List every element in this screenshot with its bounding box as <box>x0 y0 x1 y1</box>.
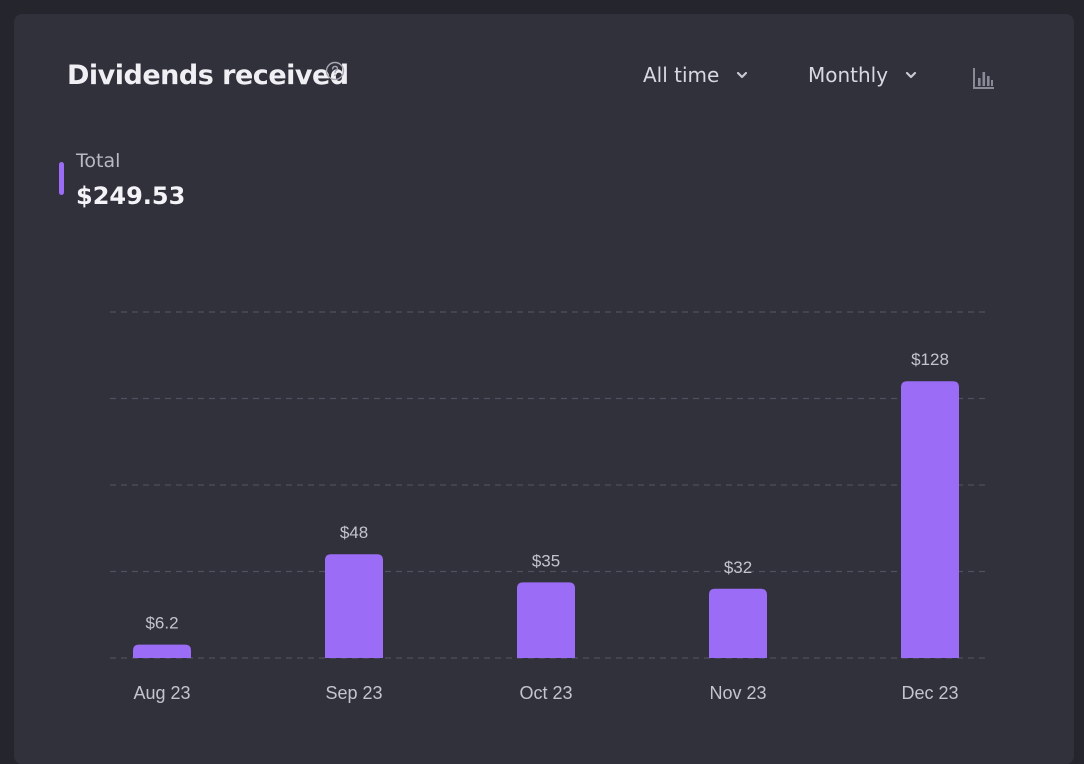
frequency-dropdown-label: Monthly <box>808 63 889 87</box>
bar-chart-icon[interactable] <box>972 66 996 90</box>
bar-value-label: $35 <box>532 551 560 570</box>
legend-total-value: $249.53 <box>76 182 186 210</box>
frequency-dropdown[interactable]: Monthly <box>808 63 918 87</box>
x-tick-label: Oct 23 <box>519 683 572 703</box>
x-tick-label: Dec 23 <box>901 683 958 703</box>
card-title: Dividends received <box>67 60 349 91</box>
chevron-down-icon <box>905 71 917 79</box>
bar-aug-23[interactable] <box>133 644 191 658</box>
bar-value-label: $32 <box>724 558 752 577</box>
bar-value-label: $128 <box>911 350 949 369</box>
x-tick-label: Aug 23 <box>133 683 190 703</box>
bar-nov-23[interactable] <box>709 588 767 658</box>
legend-label: Total <box>76 150 121 172</box>
bar-dec-23[interactable] <box>901 381 959 658</box>
x-tick-label: Nov 23 <box>709 683 766 703</box>
bar-value-label: $48 <box>340 523 368 542</box>
bar-sep-23[interactable] <box>325 554 383 658</box>
legend-marker <box>59 162 64 195</box>
range-dropdown-label: All time <box>643 63 720 87</box>
dividends-bar-chart: $6.2 Aug 23 $48 Sep 23 $35 Oct 23 $32 Nov 23 $12… <box>110 311 985 703</box>
bar-value-label: $6.2 <box>145 614 178 633</box>
range-dropdown[interactable]: All time <box>643 63 749 87</box>
question-circle-icon[interactable] <box>325 61 345 81</box>
x-tick-label: Sep 23 <box>325 683 382 703</box>
bar-oct-23[interactable] <box>517 582 575 658</box>
chevron-down-icon <box>737 71 748 79</box>
